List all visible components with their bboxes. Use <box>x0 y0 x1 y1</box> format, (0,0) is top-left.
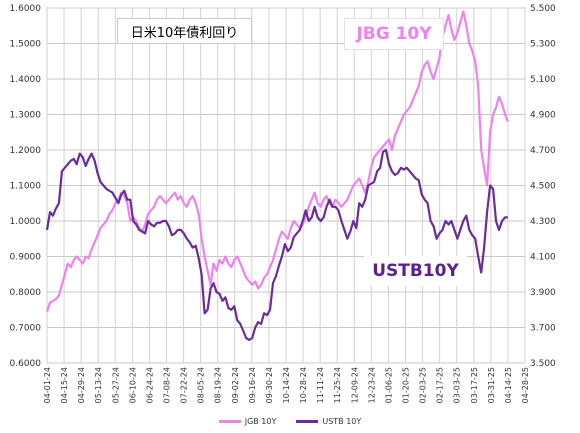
x-tick-label: 04-01-24 <box>43 367 52 403</box>
right-tick-label: 3.900 <box>530 288 556 298</box>
x-tick-label: 12-09-24 <box>350 367 359 403</box>
x-tick-label: 06-24-24 <box>145 367 154 403</box>
x-tick-label: 07-08-24 <box>163 367 172 403</box>
left-tick-label: 0.8000 <box>10 288 42 298</box>
right-tick-label: 3.500 <box>530 359 556 369</box>
right-tick-label: 4.700 <box>530 146 556 156</box>
x-tick-label: 02-03-25 <box>419 367 428 403</box>
x-tick-label: 04-14-25 <box>504 367 513 403</box>
x-tick-label: 06-10-24 <box>128 367 137 403</box>
left-tick-label: 1.6000 <box>10 4 42 14</box>
series-layer <box>45 10 509 341</box>
x-tick-label: 10-28-24 <box>299 367 308 403</box>
left-tick-label: 1.4000 <box>10 75 42 85</box>
left-tick-label: 0.7000 <box>10 324 42 334</box>
legend-label-jgb: JGB 10Y <box>244 416 277 426</box>
left-tick-label: 1.1000 <box>10 182 42 192</box>
x-tick-label: 03-31-25 <box>487 367 496 403</box>
x-tick-label: 04-15-24 <box>60 367 69 403</box>
x-tick-label: 11-25-24 <box>333 367 342 403</box>
x-tick-label: 05-13-24 <box>94 367 103 403</box>
x-tick-label: 12-23-24 <box>367 367 376 403</box>
annotation-jgb: JBG 10Y <box>344 18 444 50</box>
x-tick-label: 01-20-25 <box>402 367 411 403</box>
x-tick-label: 07-22-24 <box>180 367 189 403</box>
legend-swatch-ustb <box>296 419 319 423</box>
left-axis: 0.6000 0.7000 0.8000 0.9000 1.0000 1.1000 1.20… <box>10 4 42 369</box>
right-tick-label: 4.100 <box>530 253 556 263</box>
grid <box>46 7 526 364</box>
right-tick-label: 5.500 <box>530 4 556 14</box>
left-tick-label: 0.6000 <box>10 359 42 369</box>
annotation-ustb: USTB10Y <box>364 256 467 286</box>
x-tick-label: 09-02-24 <box>231 367 240 403</box>
x-tick-label: 01-06-25 <box>384 367 393 403</box>
right-tick-label: 5.100 <box>530 75 556 85</box>
series-line-ustb <box>45 148 508 341</box>
x-tick-label: 08-05-24 <box>197 367 206 403</box>
x-axis: 04-01-24 04-15-24 04-29-24 05-13-24 05-27-24… <box>43 367 530 403</box>
legend-item-ustb: USTB 10Y <box>296 417 361 426</box>
right-tick-label: 5.300 <box>530 40 556 50</box>
x-tick-label: 05-27-24 <box>111 367 120 403</box>
legend-item-jgb: JGB 10Y <box>218 416 277 426</box>
right-axis: 3.500 3.700 3.900 4.100 4.300 4.500 4.700 4.900… <box>530 4 556 369</box>
right-tick-label: 4.500 <box>530 182 556 192</box>
left-tick-label: 1.2000 <box>10 146 42 156</box>
x-tick-label: 04-28-25 <box>521 367 530 403</box>
x-tick-label: 09-16-24 <box>248 367 257 403</box>
series-line-jgb <box>45 10 509 312</box>
left-tick-label: 1.5000 <box>10 40 42 50</box>
right-tick-label: 4.300 <box>530 217 556 227</box>
legend-label-ustb: USTB 10Y <box>322 416 362 426</box>
x-tick-label: 08-19-24 <box>214 367 223 403</box>
right-tick-label: 4.900 <box>530 111 556 121</box>
x-tick-label: 02-17-25 <box>436 367 445 403</box>
x-tick-label: 10-14-24 <box>282 367 291 403</box>
x-tick-label: 03-17-25 <box>470 367 479 403</box>
x-tick-label: 09-30-24 <box>265 367 274 403</box>
left-tick-label: 0.9000 <box>10 253 42 263</box>
x-tick-label: 03-03-25 <box>453 367 462 403</box>
x-tick-label: 04-29-24 <box>77 367 86 403</box>
chart-title: 日米10年債利回り <box>117 18 252 44</box>
legend-swatch-jgb <box>218 419 241 423</box>
x-tick-label: 11-11-24 <box>316 367 325 403</box>
left-tick-label: 1.0000 <box>10 217 42 227</box>
left-tick-label: 1.3000 <box>10 111 42 121</box>
legend: JGB 10Y USTB 10Y <box>0 413 580 429</box>
right-tick-label: 3.700 <box>530 324 556 334</box>
